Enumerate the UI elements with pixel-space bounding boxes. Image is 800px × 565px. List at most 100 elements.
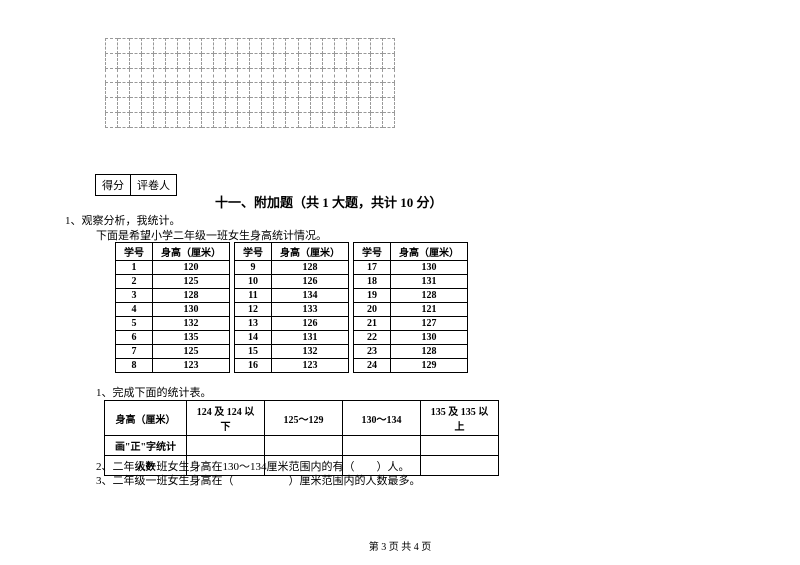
grid-cell (238, 39, 250, 54)
grid-cell (178, 68, 190, 83)
grid-cell (238, 98, 250, 113)
height-cell: 128 (391, 345, 468, 359)
height-cell: 132 (153, 317, 230, 331)
grid-cell (106, 53, 118, 68)
grid-cell (214, 39, 226, 54)
height-cell: 121 (391, 303, 468, 317)
id-cell: 16 (235, 359, 272, 373)
grid-cell (370, 68, 382, 83)
id-cell: 3 (116, 289, 153, 303)
grid-cell (346, 39, 358, 54)
grid-cell (346, 83, 358, 98)
grid-cell (154, 68, 166, 83)
grid-cell (370, 39, 382, 54)
id-cell: 5 (116, 317, 153, 331)
height-cell: 125 (153, 275, 230, 289)
data-table-1: 学号身高（厘米）11202125312841305132613571258123 (115, 242, 230, 373)
grid-cell (178, 98, 190, 113)
grid-cell (358, 98, 370, 113)
grid-cell (166, 68, 178, 83)
grid-cell (298, 39, 310, 54)
grid-cell (298, 68, 310, 83)
grid-cell (250, 113, 262, 128)
grid-cell (262, 53, 274, 68)
grid-cell (154, 39, 166, 54)
grid-cell (166, 39, 178, 54)
grid-cell (142, 68, 154, 83)
grid-cell (370, 53, 382, 68)
grid-cell (130, 39, 142, 54)
summary-cell (343, 436, 421, 456)
id-cell: 6 (116, 331, 153, 345)
height-cell: 128 (153, 289, 230, 303)
grid-cell (106, 68, 118, 83)
grid-cell (370, 98, 382, 113)
summary-col-1: 124 及 124 以下 (187, 401, 265, 436)
grid-cell (286, 113, 298, 128)
id-cell: 20 (354, 303, 391, 317)
height-cell: 128 (391, 289, 468, 303)
grid-cell (118, 68, 130, 83)
grid-cell (322, 113, 334, 128)
grid-cell (130, 53, 142, 68)
data-tables-container: 学号身高（厘米）11202125312841305132613571258123… (115, 242, 468, 373)
grid-cell (202, 98, 214, 113)
id-cell: 4 (116, 303, 153, 317)
height-cell: 128 (272, 261, 349, 275)
grid-cell (358, 83, 370, 98)
grid-cell (298, 98, 310, 113)
grid-cell (262, 113, 274, 128)
grid-cell (118, 39, 130, 54)
grid-cell (118, 113, 130, 128)
grid-cell (274, 98, 286, 113)
id-cell: 11 (235, 289, 272, 303)
summary-header-main: 身高（厘米） (105, 401, 187, 436)
grid-cell (334, 83, 346, 98)
grid-cell (262, 98, 274, 113)
score-reviewer-box: 得分 评卷人 (95, 174, 177, 196)
grid-cell (250, 98, 262, 113)
grid-cell (202, 68, 214, 83)
summary-col-3: 130～134 (343, 401, 421, 436)
col-id-header: 学号 (235, 243, 272, 261)
grid-cell (298, 83, 310, 98)
id-cell: 19 (354, 289, 391, 303)
grid-cell (238, 53, 250, 68)
grid-cell (106, 83, 118, 98)
question-label: 1、观察分析，我统计。 (65, 212, 181, 228)
grid-cell (334, 53, 346, 68)
data-table-3: 学号身高（厘米）17130181311912820121211272213023… (353, 242, 468, 373)
grid-cell (322, 53, 334, 68)
grid-cell (322, 83, 334, 98)
grid-cell (346, 98, 358, 113)
grid-cell (190, 53, 202, 68)
sub-question-1: 1、完成下面的统计表。 (96, 384, 212, 400)
summary-cell (421, 456, 499, 476)
id-cell: 24 (354, 359, 391, 373)
id-cell: 13 (235, 317, 272, 331)
grid-cell (106, 113, 118, 128)
col-height-header: 身高（厘米） (391, 243, 468, 261)
grid-cell (310, 39, 322, 54)
id-cell: 15 (235, 345, 272, 359)
question-desc: 下面是希望小学二年级一班女生身高统计情况。 (96, 227, 327, 243)
height-cell: 127 (391, 317, 468, 331)
grid-cell (238, 113, 250, 128)
height-cell: 135 (153, 331, 230, 345)
grid-cell (214, 83, 226, 98)
id-cell: 22 (354, 331, 391, 345)
grid-cell (322, 98, 334, 113)
id-cell: 2 (116, 275, 153, 289)
grid-cell (298, 53, 310, 68)
grid-cell (286, 39, 298, 54)
grid-cell (154, 113, 166, 128)
page-footer: 第 3 页 共 4 页 (0, 538, 800, 553)
summary-cell (187, 436, 265, 456)
grid-cell (370, 113, 382, 128)
grid-cell (130, 113, 142, 128)
grid-cell (202, 39, 214, 54)
grid-cell (250, 83, 262, 98)
grid-cell (190, 113, 202, 128)
grid-cell (130, 83, 142, 98)
grid-cell (262, 68, 274, 83)
